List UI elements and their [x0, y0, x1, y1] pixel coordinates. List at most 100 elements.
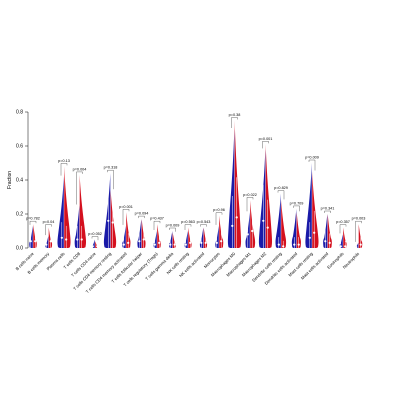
bracket-line [277, 190, 285, 200]
median-point-red [80, 238, 83, 241]
pvalue-label: p=0.782 [26, 217, 40, 221]
pvalue-label: p=0.829 [274, 186, 288, 190]
bracket-line [231, 117, 238, 128]
violin-pair [29, 224, 37, 248]
violin-red [312, 171, 319, 248]
median-point-red [34, 240, 37, 243]
median-point-blue [293, 243, 296, 246]
violin-pair [355, 224, 363, 249]
pvalue-bracket: p=0.829 [274, 186, 288, 200]
violin-pair [74, 174, 87, 248]
violin-red [265, 144, 273, 248]
pvalue-label: p=0.009 [305, 156, 319, 160]
pvalue-label: p=0.13 [58, 159, 70, 163]
bracket-line [29, 221, 37, 225]
median-point-blue [76, 238, 79, 241]
bracket-line [122, 209, 130, 225]
pvalue-label: p=0.709 [290, 201, 304, 205]
pvalue-label: p=0.022 [243, 193, 257, 197]
bracket-line [246, 197, 254, 212]
median-point-blue [277, 243, 280, 246]
pvalue-label: p=0.437 [150, 217, 164, 221]
median-point-red [189, 241, 192, 244]
bracket-line [184, 224, 192, 230]
pvalue-label: p=0.009 [166, 224, 180, 228]
bracket-line [153, 221, 161, 230]
violin-blue [57, 176, 64, 248]
violin-blue [323, 214, 328, 248]
violin-red [358, 224, 363, 248]
x-tick-label: Neutrophils [342, 251, 361, 270]
median-point-blue [45, 243, 48, 246]
violin-pair [103, 173, 117, 248]
pvalue-label: p=0.38 [229, 113, 241, 117]
median-point-blue [122, 243, 125, 246]
x-tick-label: Mast cells activated [300, 251, 330, 281]
median-point-blue [215, 241, 218, 244]
bracket-line [76, 171, 83, 205]
bracket-line [138, 215, 145, 219]
pvalue-bracket: p=0.38 [229, 113, 241, 128]
violin-red [250, 200, 256, 248]
median-point-blue [262, 219, 265, 222]
median-point-red [313, 231, 316, 234]
pvalue-label: p=0.543 [197, 220, 211, 224]
pvalue-bracket: p=0.341 [321, 207, 335, 213]
pvalue-label: p=0.004 [73, 167, 87, 171]
median-point-blue [138, 240, 141, 243]
violin-red [234, 120, 242, 248]
median-point-blue [169, 243, 172, 246]
pvalue-bracket: p=0.004 [73, 167, 87, 205]
pvalue-bracket: p=0.001 [119, 205, 133, 225]
bracket-line [324, 210, 331, 213]
pvalue-bracket: p=0.009 [166, 224, 180, 232]
median-point-blue [231, 224, 234, 227]
violin-pair [137, 219, 146, 248]
median-point-red [127, 241, 130, 244]
violin-blue [122, 225, 126, 248]
bracket-line [262, 141, 269, 149]
median-point-red [220, 240, 223, 243]
y-axis: 0.0 0.2 0.4 0.6 0.8 [16, 110, 29, 252]
pvalue-bracket: p=0.318 [104, 166, 117, 190]
bracket-line [60, 163, 68, 176]
median-point-red [96, 245, 99, 248]
median-point-blue [184, 243, 187, 246]
median-point-blue [91, 245, 94, 248]
y-tick-label: 0.0 [16, 246, 23, 252]
violin-red [188, 227, 192, 248]
median-point-blue [153, 243, 156, 246]
pvalue-label: p=0.003 [352, 217, 366, 221]
pvalue-bracket: p=0.357 [336, 220, 350, 234]
bracket-line [107, 170, 114, 190]
violin-blue [29, 225, 33, 248]
violin-pair [245, 200, 256, 248]
pvalue-label: p=0.094 [135, 212, 149, 216]
violin-blue [245, 212, 250, 248]
violin-pair [339, 227, 347, 248]
violin-blue [305, 163, 312, 248]
y-tick-label: 0.4 [16, 178, 23, 184]
bracket-line [215, 212, 223, 225]
pvalue-bracket: p=0.022 [243, 193, 257, 212]
violin-pair [199, 227, 208, 248]
violin-blue [103, 173, 111, 248]
bracket-line [200, 224, 207, 227]
median-point-red [65, 238, 68, 241]
median-point-red [111, 221, 114, 224]
y-tick-label: 0.2 [16, 212, 23, 218]
violin-pair [275, 193, 287, 248]
pvalue-bracket: p=0.009 [305, 156, 319, 171]
pvalue-label: p=0.052 [88, 232, 102, 236]
violin-red [327, 214, 332, 248]
pvalue-label: p=0.563 [181, 220, 195, 224]
median-point-red [173, 243, 176, 246]
violin-blue [227, 129, 235, 248]
violin-red [203, 227, 208, 248]
pvalue-label: p=0.341 [321, 207, 335, 211]
pvalue-label: p=0.96 [213, 208, 225, 212]
violin-red [64, 166, 71, 248]
violin-pair [169, 231, 176, 248]
violin-pair [323, 214, 332, 248]
